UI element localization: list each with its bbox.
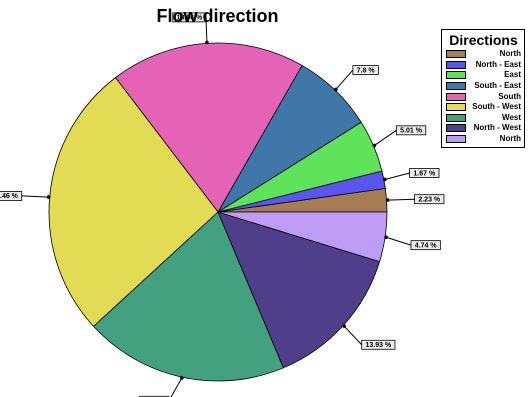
legend-entry-west: West [446,113,521,124]
data-label: 7.8 % [357,67,376,74]
legend-entry-east: East [446,70,521,81]
callout-line [335,69,354,90]
data-label-box [172,12,207,23]
legend-swatch [446,71,466,80]
legend-swatch [446,135,466,144]
callout-arrowhead [384,235,388,240]
legend-label: South - East [474,81,521,91]
legend-entries: North North - East East South - East Sou… [446,49,521,144]
legend-label: South - West [472,102,521,112]
data-label-box [361,339,396,350]
callout-line [343,325,363,346]
legend-swatch [446,92,466,101]
legend-entry-north-west: North - West [446,123,521,134]
data-label: 4.74 % [415,242,438,249]
legend-swatch [446,60,466,69]
legend-entry-south-east: South - East [446,81,521,92]
data-labels: 2.23 %1.67 %5.01 %7.8 %18.66 %26.46 %19.… [0,12,445,397]
pie-slices [48,42,388,382]
legend-label: South [498,91,521,101]
legend-label: East [504,70,521,80]
callout-arrowhead [372,143,377,148]
callout-line [374,129,397,146]
data-label: 18.66 % [177,15,203,22]
data-label: 5.01 % [400,128,423,135]
legend-swatch [446,124,466,133]
legend-label: North [499,134,521,144]
legend: Directions North North - East East South… [441,29,525,149]
data-label-box [409,168,440,178]
legend-entry-north-east: North - East [446,60,521,71]
legend-entry-south-west: South - West [446,102,521,113]
callout-arrowhead [385,198,390,202]
data-label-box [352,65,379,76]
legend-label: West [502,112,521,122]
legend-entry-north: North [446,49,521,60]
callout-arrowhead [334,87,338,92]
data-label: 26.46 % [0,193,19,200]
callout-line [384,172,410,180]
legend-label: North [499,49,521,59]
callout-line [170,377,183,397]
callout-arrowhead [179,376,184,380]
data-label-box [0,191,23,201]
legend-swatch [446,103,466,112]
legend-entry-north-2: North [446,134,521,145]
legend-swatch [446,50,466,59]
callout-line [385,236,412,246]
legend-label: North - West [473,123,521,133]
data-label: 2.23 % [418,196,441,203]
callout-arrowhead [46,195,51,199]
data-label-box [395,125,427,136]
callout-arrowhead [342,324,346,328]
legend-entry-south: South [446,91,521,102]
chart-title: Flow direction [156,6,279,26]
callout-arrowhead [383,177,387,182]
legend-label: North - East [475,59,521,69]
callout-line [387,198,415,201]
data-label-box [410,240,441,251]
callout-arrowhead [205,40,209,45]
callout-line [21,195,49,198]
data-label-box [414,194,445,205]
legend-swatch [446,113,466,122]
data-label: 1.67 % [413,170,436,177]
data-label: 13.93 % [366,342,392,349]
legend-title: Directions [449,32,518,48]
legend-swatch [446,82,466,91]
